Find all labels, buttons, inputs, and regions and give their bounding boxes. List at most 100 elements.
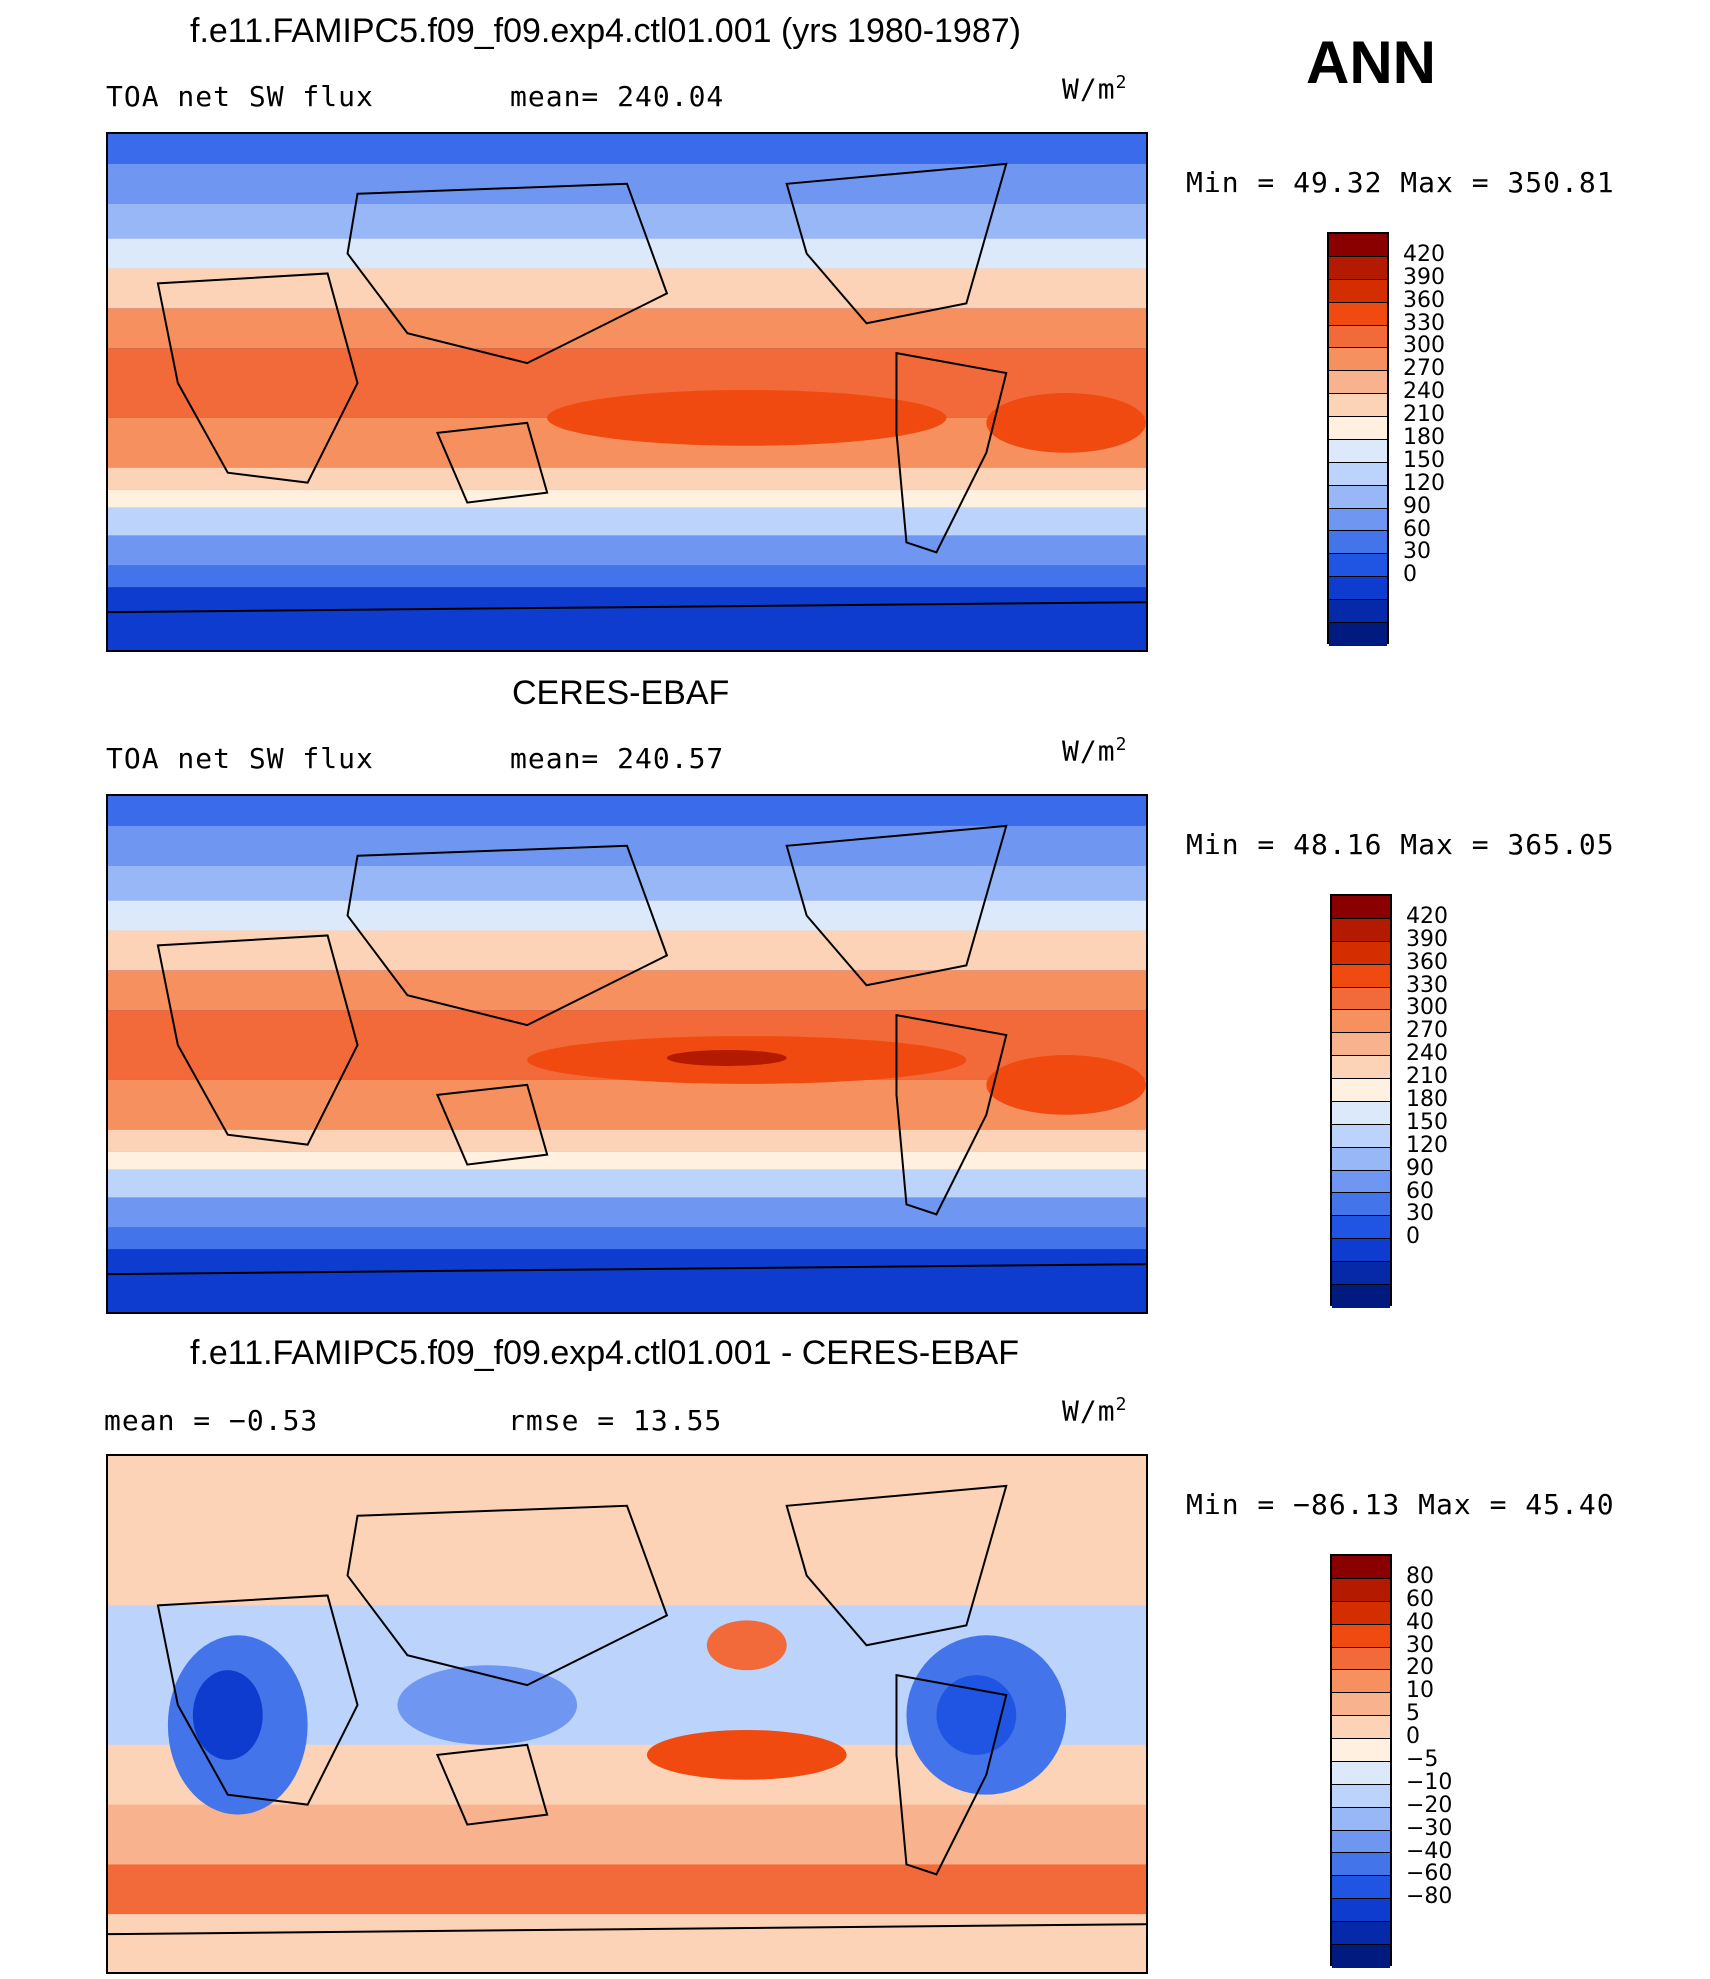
colorbar-tick-label: 300 (1403, 333, 1445, 359)
colorbar-swatch (1329, 508, 1387, 532)
colorbar-swatch (1332, 1578, 1390, 1602)
colorbar-tick-label: −10 (1406, 1769, 1453, 1795)
colorbar-tick-label: 20 (1406, 1655, 1434, 1681)
colorbar-swatch (1329, 371, 1387, 395)
colorbar-swatch (1332, 1079, 1390, 1102)
colorbar-tick-label: 30 (1406, 1632, 1434, 1658)
colorbar-swatch (1332, 1147, 1390, 1171)
panel1-map-plot (108, 134, 1146, 650)
panel1-title: f.e11.FAMIPC5.f09_f09.exp4.ctl01.001 (yr… (190, 12, 1021, 50)
colorbar-tick-label: 0 (1406, 1724, 1420, 1750)
colorbar-swatch (1329, 439, 1387, 463)
panel2-mean-label: mean= 240.57 (510, 742, 725, 775)
colorbar-swatch (1329, 279, 1387, 303)
colorbar-tick-label: −30 (1406, 1815, 1453, 1841)
colorbar-tick-label: 80 (1406, 1563, 1434, 1589)
panel1-map (106, 132, 1148, 652)
colorbar-tick-label: 240 (1406, 1041, 1448, 1067)
colorbar-swatch (1329, 485, 1387, 509)
colorbar-tick-label: 30 (1403, 539, 1431, 565)
panel1-minmax: Min = 49.32 Max = 350.81 (1186, 166, 1615, 199)
panel3-map (106, 1454, 1148, 1974)
colorbar-swatch (1332, 1944, 1390, 1968)
colorbar-swatch (1332, 896, 1390, 919)
colorbar-tick-label: 0 (1403, 562, 1417, 588)
colorbar-swatch (1332, 1556, 1390, 1579)
colorbar-swatch (1332, 1601, 1390, 1625)
colorbar-tick-label: 150 (1403, 447, 1445, 473)
colorbar-swatch (1332, 1056, 1390, 1079)
colorbar-tick-label: 270 (1403, 356, 1445, 382)
panel2-variable-label: TOA net SW flux (106, 742, 374, 775)
colorbar-swatch (1329, 302, 1387, 326)
colorbar-tick-label: 60 (1406, 1178, 1434, 1204)
colorbar-tick-label: −60 (1406, 1861, 1453, 1887)
colorbar-tick-label: 90 (1406, 1155, 1434, 1181)
colorbar-tick-label: 180 (1403, 425, 1445, 450)
colorbar-swatch (1332, 1010, 1390, 1034)
colorbar-swatch (1332, 1899, 1390, 1922)
colorbar-tick-label: 420 (1403, 241, 1445, 267)
colorbar-swatch (1329, 622, 1387, 646)
colorbar-tick-label: −5 (1406, 1747, 1439, 1772)
colorbar-swatch (1332, 987, 1390, 1011)
colorbar-tick-label: 60 (1406, 1586, 1434, 1612)
colorbar-swatch (1332, 1239, 1390, 1262)
colorbar-tick-label: 180 (1406, 1087, 1448, 1112)
colorbar-swatch (1332, 1716, 1390, 1739)
colorbar-swatch (1332, 918, 1390, 942)
panel1-colorbar (1327, 232, 1389, 646)
panel2-minmax: Min = 48.16 Max = 365.05 (1186, 828, 1615, 861)
colorbar-swatch (1332, 1262, 1390, 1285)
colorbar-tick-label: 390 (1403, 264, 1445, 290)
colorbar-swatch (1329, 325, 1387, 349)
colorbar-tick-label: 270 (1406, 1018, 1448, 1044)
panel3-minmax: Min = −86.13 Max = 45.40 (1186, 1488, 1615, 1521)
colorbar-swatch (1332, 1876, 1390, 1900)
colorbar-swatch (1332, 964, 1390, 988)
panel2-map-plot (108, 796, 1146, 1312)
colorbar-swatch (1332, 1739, 1390, 1762)
colorbar-tick-label: 360 (1406, 949, 1448, 975)
colorbar-swatch (1332, 1853, 1390, 1877)
colorbar-tick-label: 210 (1406, 1064, 1448, 1090)
colorbar-tick-label: 210 (1403, 402, 1445, 428)
colorbar-tick-label: 90 (1403, 493, 1431, 519)
panel2-colorbar (1330, 894, 1392, 1308)
colorbar-swatch (1332, 1922, 1390, 1945)
colorbar-swatch (1329, 462, 1387, 486)
panel2-title: CERES-EBAF (512, 674, 730, 712)
colorbar-tick-label: 240 (1403, 379, 1445, 405)
colorbar-swatch (1332, 1693, 1390, 1717)
colorbar-tick-label: 300 (1406, 995, 1448, 1021)
colorbar-tick-label: 330 (1406, 972, 1448, 998)
colorbar-tick-label: −40 (1406, 1838, 1453, 1864)
colorbar-tick-label: 390 (1406, 926, 1448, 952)
colorbar-swatch (1332, 1124, 1390, 1148)
colorbar-swatch (1332, 1807, 1390, 1831)
colorbar-swatch (1332, 1830, 1390, 1854)
panel1-mean-label: mean= 240.04 (510, 80, 725, 113)
colorbar-swatch (1332, 1761, 1390, 1785)
colorbar-tick-label: 30 (1406, 1201, 1434, 1227)
panel1-units-label: W/m2 (1062, 72, 1128, 106)
colorbar-tick-label: 60 (1403, 516, 1431, 542)
colorbar-tick-label: 5 (1406, 1701, 1420, 1727)
colorbar-swatch (1329, 600, 1387, 623)
panel1-variable-label: TOA net SW flux (106, 80, 374, 113)
colorbar-swatch (1329, 348, 1387, 372)
panel3-mean-label: mean = −0.53 (104, 1404, 319, 1437)
colorbar-tick-label: 120 (1403, 470, 1445, 496)
colorbar-swatch (1332, 1216, 1390, 1240)
panel2-map (106, 794, 1148, 1314)
colorbar-swatch (1329, 256, 1387, 280)
colorbar-swatch (1329, 531, 1387, 555)
colorbar-swatch (1332, 1170, 1390, 1194)
season-label: ANN (1306, 29, 1436, 96)
colorbar-swatch (1329, 234, 1387, 257)
colorbar-swatch (1329, 577, 1387, 600)
colorbar-swatch (1332, 1624, 1390, 1648)
panel3-map-plot (108, 1456, 1146, 1972)
colorbar-swatch (1332, 1670, 1390, 1694)
colorbar-tick-label: −20 (1406, 1792, 1453, 1818)
